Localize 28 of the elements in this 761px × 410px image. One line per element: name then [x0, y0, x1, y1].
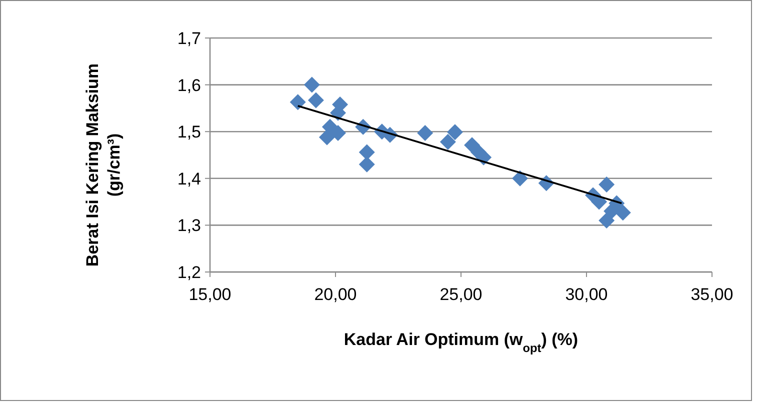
point: [417, 125, 434, 142]
point: [308, 92, 324, 108]
point: [446, 124, 463, 140]
point: [591, 194, 608, 210]
y-tick-label: 1,2: [177, 262, 201, 282]
point: [512, 170, 528, 186]
point: [322, 118, 338, 135]
point: [304, 76, 320, 93]
x-tick-label: 25,00: [440, 285, 482, 304]
y-axis-title: Berat Isi Kering Maksium (gr/cm³): [83, 63, 124, 267]
point: [290, 94, 306, 110]
point: [440, 134, 456, 150]
y-tick-label: 1,6: [177, 76, 201, 95]
x-tick-label: 30,00: [565, 285, 608, 304]
y-tick-label: 1,4: [177, 169, 201, 188]
point: [470, 144, 487, 160]
point: [598, 176, 615, 192]
x-axis-title: Kadar Air Optimum (w$_{opt}$) (%): [344, 330, 578, 355]
point: [358, 156, 375, 172]
point: [598, 212, 615, 229]
point: [358, 144, 375, 160]
point: [614, 204, 631, 221]
x-tick-label: 20,00: [314, 285, 357, 304]
y-tick-label: 1,5: [177, 122, 201, 142]
x-tick-label: 35,00: [690, 285, 734, 304]
x-tick-label: 15,00: [188, 285, 232, 304]
y-tick-label: 1,7: [177, 28, 201, 48]
y-tick-label: 1,3: [177, 216, 201, 236]
